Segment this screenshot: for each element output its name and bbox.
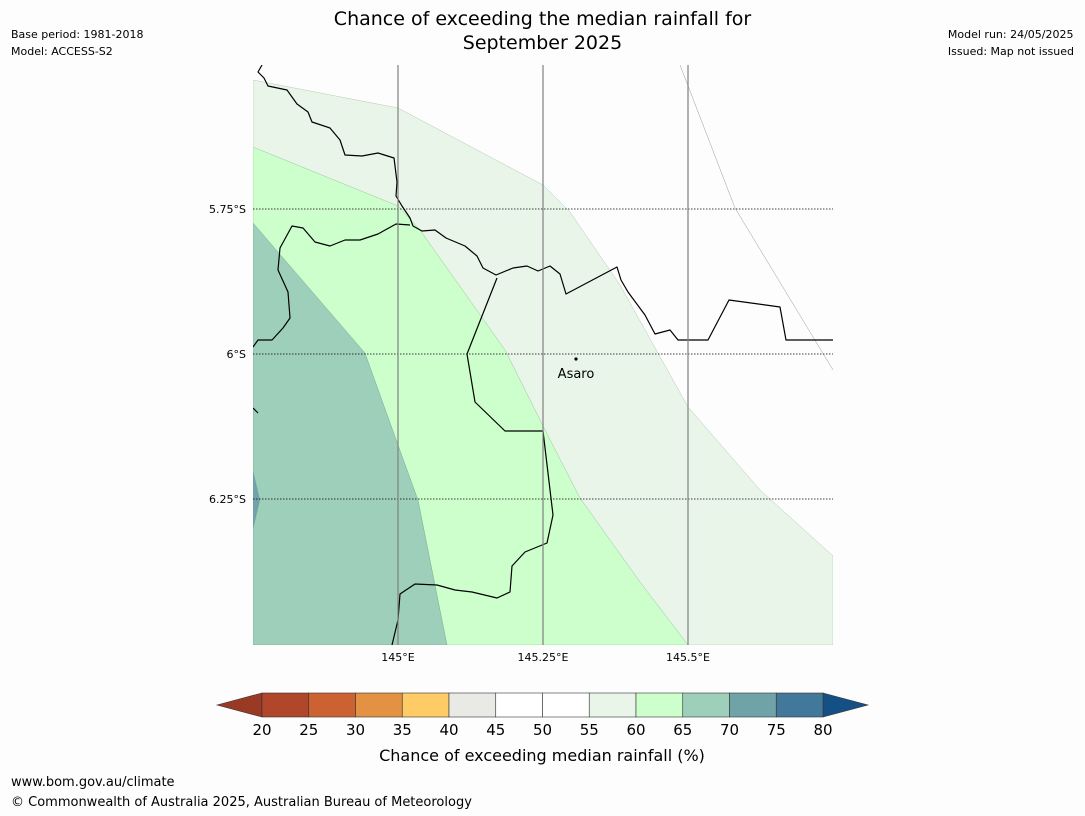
colorbar-tick-label: 40: [439, 721, 458, 739]
colorbar-tick-label: 60: [626, 721, 645, 739]
lon-label-145-5e: 145.5°E: [666, 651, 710, 664]
colorbar-under-arrow: [215, 692, 263, 718]
coastline-west-fragment: [253, 407, 259, 414]
colorbar-segment: [729, 692, 777, 718]
issued-text: Issued: Map not issued: [947, 45, 1074, 58]
coastline-mid: [253, 223, 411, 348]
colorbar-segment: [635, 692, 684, 718]
lat-label-6s: 6°S: [227, 348, 246, 361]
base-period-text: Base period: 1981-2018: [11, 28, 144, 41]
coastlines: [253, 65, 833, 645]
footer-copyright: © Commonwealth of Australia 2025, Austra…: [11, 795, 472, 810]
colorbar-label: Chance of exceeding median rainfall (%): [379, 746, 705, 765]
asaro-label: Asaro: [558, 367, 595, 382]
colorbar-segment: [588, 692, 637, 718]
colorbar-tick-label: 25: [299, 721, 318, 739]
lon-label-145-25e: 145.25°E: [518, 651, 569, 664]
asaro-marker: [574, 357, 578, 361]
model-run-text: Model run: 24/05/2025: [947, 28, 1074, 41]
colorbar-tick-label: 30: [346, 721, 365, 739]
colorbar-segment: [308, 692, 356, 718]
colorbar-segment: [401, 692, 450, 718]
contour-line: [679, 65, 833, 371]
metadata-right: Model run: 24/05/2025 Issued: Map not is…: [948, 26, 1074, 60]
footer-url[interactable]: www.bom.gov.au/climate: [11, 775, 175, 790]
graticule: [253, 65, 833, 645]
colorbar-over-arrow: [822, 692, 870, 718]
lon-label-145e: 145°E: [381, 651, 414, 664]
colorbar-tick-label: 45: [486, 721, 505, 739]
contour-band-70-75: [253, 470, 260, 530]
coastline-north: [257, 65, 833, 341]
colorbar-tick-label: 70: [720, 721, 739, 739]
colorbar-segment: [261, 692, 310, 718]
colorbar-segment: [448, 692, 497, 718]
model-text: Model: ACCESS-S2: [11, 45, 113, 58]
colorbar-tick-label: 20: [252, 721, 271, 739]
metadata-left: Base period: 1981-2018 Model: ACCESS-S2: [11, 26, 143, 60]
map-area: Asaro: [253, 65, 833, 645]
title-line-2: September 2025: [462, 32, 623, 54]
colorbar: 20 25 30 35 40 45 50 55 60 65 70 75 80 Chance of exc…: [215, 692, 870, 765]
colorbar-segment: [775, 692, 824, 718]
colorbar-tick-label: 35: [393, 721, 412, 739]
colorbar-segment: [542, 692, 590, 718]
colorbar-tick-label: 65: [673, 721, 692, 739]
colorbar-tick-label: 50: [533, 721, 552, 739]
colorbar-segment: [682, 692, 730, 718]
map-title: Chance of exceeding the median rainfall …: [0, 7, 1085, 55]
colorbar-segment: [495, 692, 543, 718]
colorbar-tick-label: 75: [767, 721, 786, 739]
lat-label-6-25s: 6.25°S: [209, 493, 246, 506]
province-border: [391, 277, 554, 645]
colorbar-tick-label: 80: [813, 721, 832, 739]
title-line-1: Chance of exceeding the median rainfall …: [333, 8, 752, 30]
lat-label-5-75s: 5.75°S: [209, 203, 246, 216]
colorbar-tick-label: 55: [580, 721, 599, 739]
colorbar-segment: [355, 692, 403, 718]
